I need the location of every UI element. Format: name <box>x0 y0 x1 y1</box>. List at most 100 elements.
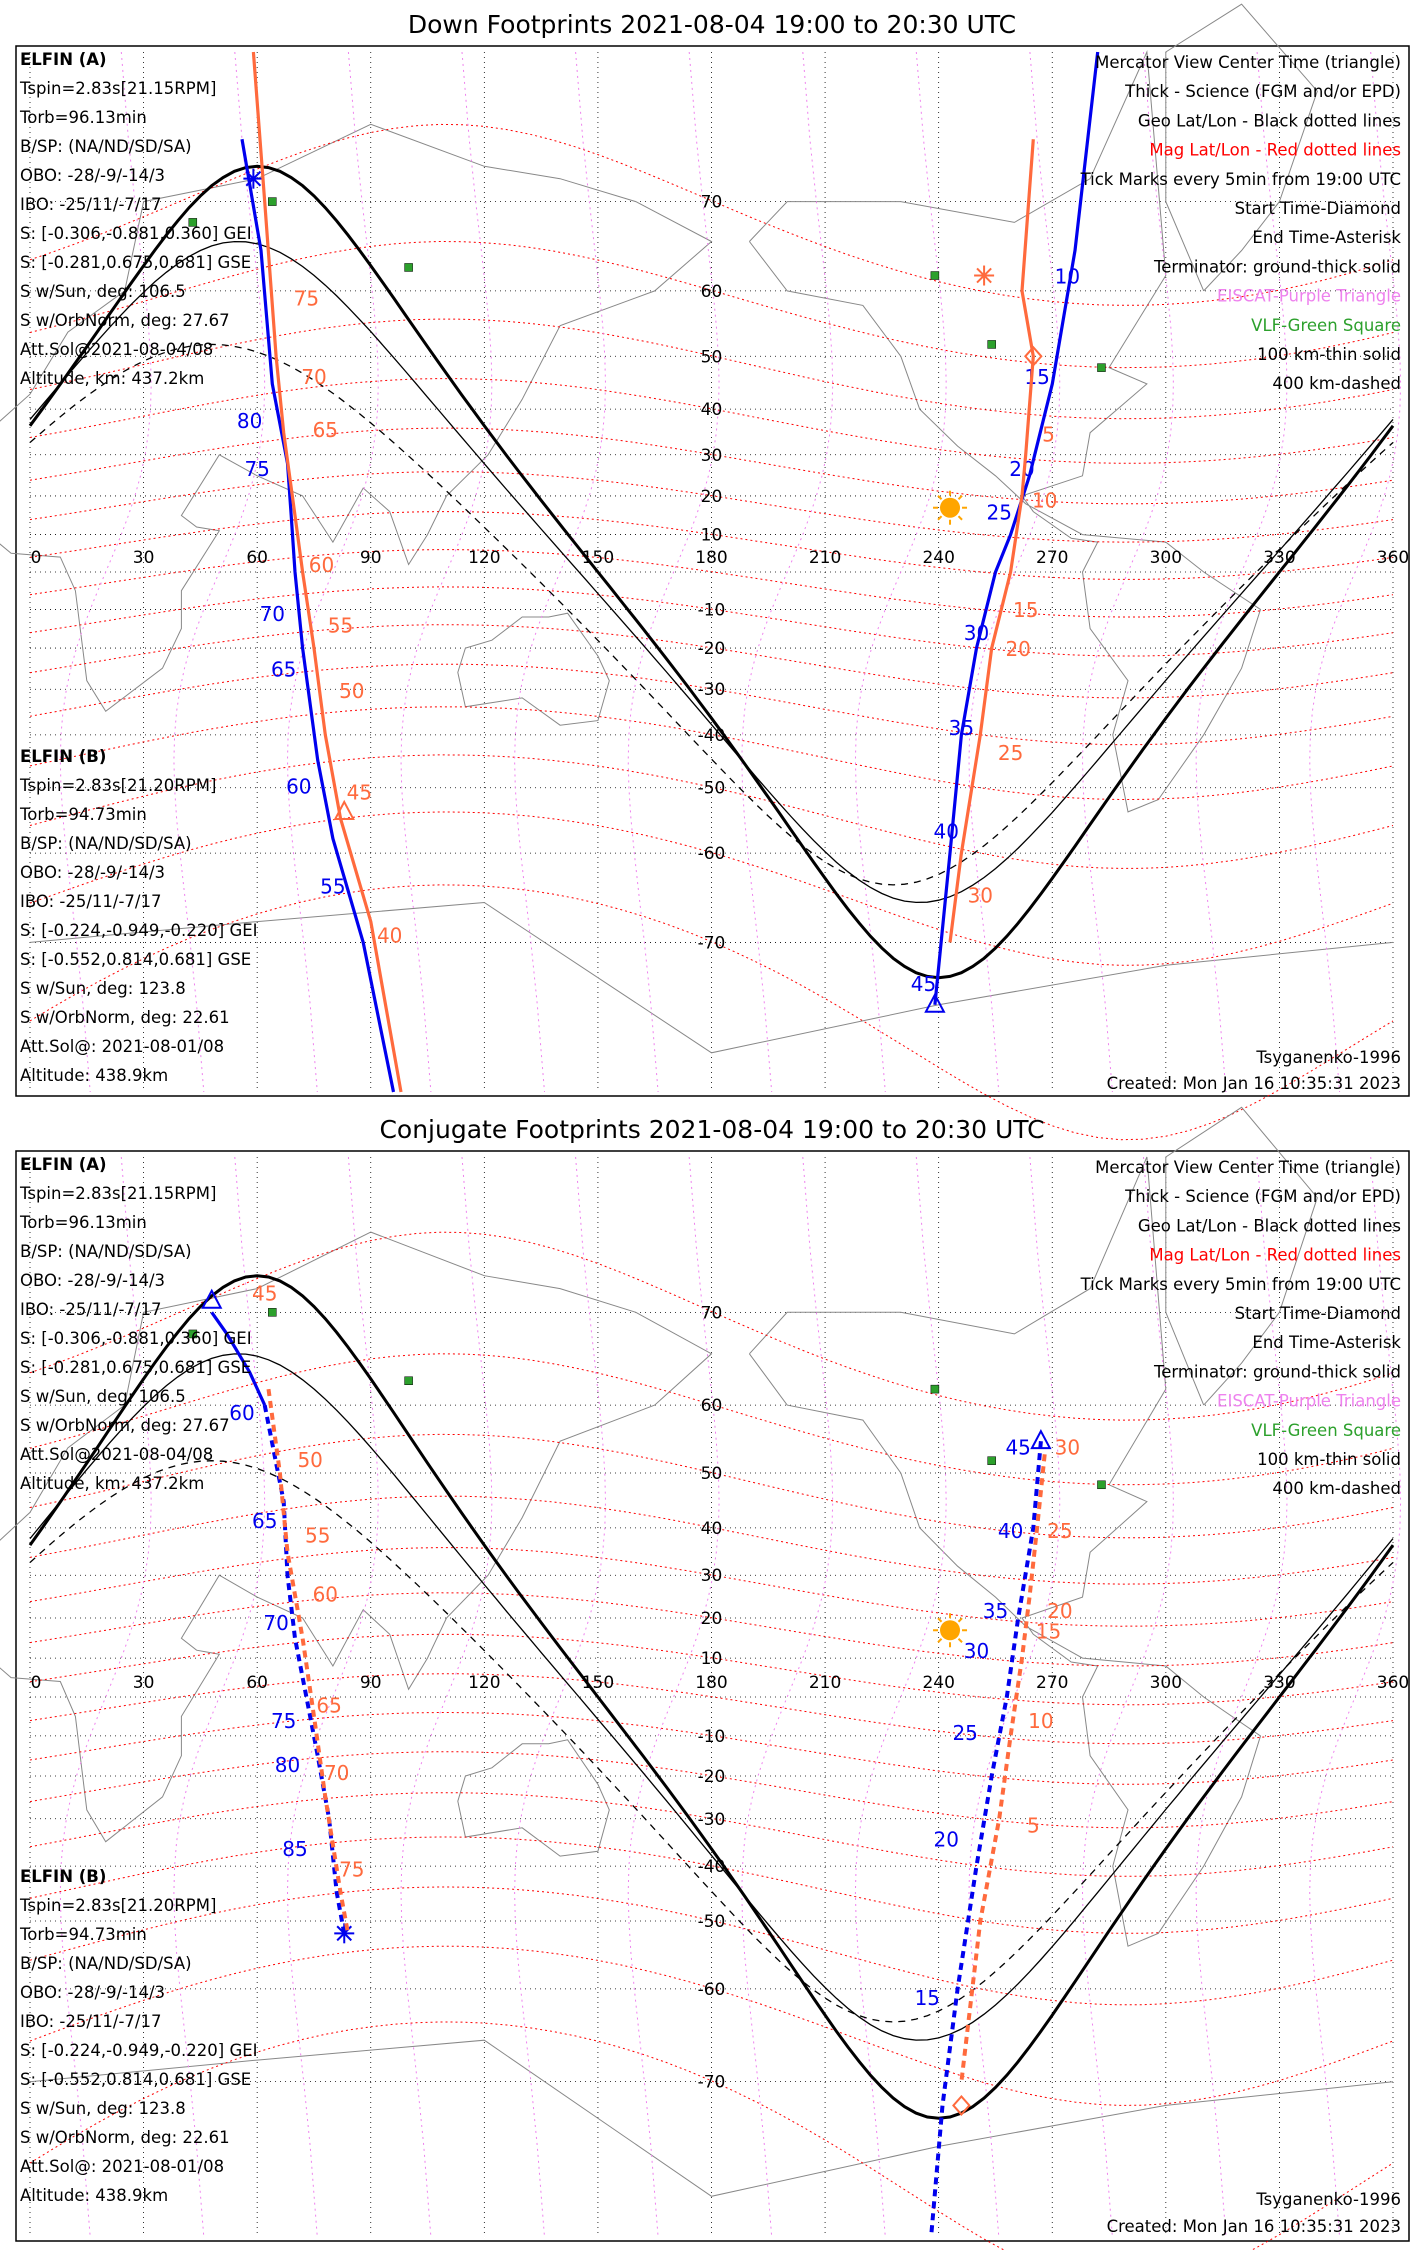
lat-tick-label: -20 <box>698 639 726 659</box>
elfin-a-info-line: Tspin=2.83s[21.15RPM] <box>19 1184 216 1203</box>
mag-latitude-line <box>29 884 1394 1141</box>
coastline <box>29 901 1394 1054</box>
elfin-b-info-line: B/SP: (NA/ND/SD/SA) <box>20 1954 192 1973</box>
legend-entry: End Time-Asterisk <box>1252 1333 1401 1352</box>
legend-entry: EISCAT-Purple Triangle <box>1217 1392 1401 1411</box>
vlf-station-square <box>404 263 413 272</box>
lat-tick-label: -10 <box>698 1727 726 1747</box>
time-tick-label: 30 <box>1055 1435 1080 1459</box>
vlf-station-square <box>930 271 940 280</box>
time-tick-label: 30 <box>964 1639 989 1663</box>
mag-latitude-line <box>29 240 1394 369</box>
lat-tick-label: -40 <box>698 1857 726 1877</box>
vlf-station-square <box>268 197 277 206</box>
elfin-a-label: ELFIN (A) <box>20 50 107 69</box>
model-label: Tsyganenko-1996 <box>1255 2190 1401 2209</box>
elfin-b-info-line: S w/OrbNorm, deg: 22.61 <box>20 1008 230 1027</box>
terminator-100km <box>29 1353 1394 2041</box>
lat-tick-label: -30 <box>698 1810 726 1830</box>
mag-latitude-line <box>29 1231 1394 1421</box>
elfin-a-info-line: Torb=96.13min <box>19 1213 147 1232</box>
lat-tick-label: 40 <box>701 1519 723 1539</box>
center-time-triangle <box>1030 1429 1052 1450</box>
sun-icon <box>940 1620 961 1641</box>
elfin-a-info: ELFIN (A) Tspin=2.83s[21.15RPM] Torb=96.13… <box>19 50 252 388</box>
coastline <box>748 1156 1262 1947</box>
time-tick-label: 30 <box>964 621 989 645</box>
time-tick-label: 40 <box>377 923 402 947</box>
lon-tick-label: 330 <box>1263 1673 1295 1693</box>
lon-tick-label: 270 <box>1036 1673 1068 1693</box>
vlf-station-square <box>404 1376 413 1385</box>
elfin-a-info-line: Att.Sol@2021-08-04/08 <box>20 340 213 359</box>
time-tick-label: 80 <box>237 409 262 433</box>
time-tick-label: 65 <box>252 1509 277 1533</box>
legend: Mercator View Center Time (triangle) Thic… <box>1080 1158 1402 1498</box>
lon-tick-label: 0 <box>31 548 42 568</box>
lon-tick-label: 360 <box>1377 548 1409 568</box>
time-tick-label: 20 <box>934 1827 959 1851</box>
mag-latitude-line <box>29 1547 1394 1627</box>
time-tick-label: 60 <box>313 1582 338 1606</box>
footprint-track <box>266 1388 350 1934</box>
footprint-track <box>959 1454 1047 2082</box>
time-tick-label: 65 <box>316 1693 341 1717</box>
lat-tick-label: 30 <box>701 1566 723 1586</box>
elfin-b-info-line: Altitude: 438.9km <box>20 2186 168 2205</box>
created-timestamp: Created: Mon Jan 16 10:35:31 2023 <box>1107 2217 1401 2236</box>
lat-tick-label: 10 <box>701 526 723 546</box>
time-tick-label: 30 <box>968 884 993 908</box>
lon-tick-label: 210 <box>809 1673 841 1693</box>
time-tick-label: 75 <box>244 457 269 481</box>
elfin-a-info-line: Altitude, km: 437.2km <box>20 1474 204 1493</box>
map-frame <box>15 1150 1410 2242</box>
mag-longitude-line <box>400 1156 493 2238</box>
lon-tick-label: 240 <box>922 548 954 568</box>
footprint-series: 80 75 70 65 60 55 75 70 65 60 55 50 45 40 10 15 20 25 30 35… <box>188 51 1106 1093</box>
legend-entry: Mag Lat/Lon - Red dotted lines <box>1149 1246 1401 1265</box>
time-tick-label: 20 <box>1047 1599 1072 1623</box>
sun-ray <box>957 494 963 500</box>
coastline <box>457 612 610 726</box>
elfin-b-info: ELFIN (B) Tspin=2.83s[21.20RPM] Torb=94.73… <box>19 1867 258 2205</box>
time-tick-label: 45 <box>911 972 936 996</box>
lat-tick-label: 60 <box>701 1396 723 1416</box>
coastline <box>0 123 713 713</box>
footprint-track <box>240 138 396 1093</box>
vlf-station-square <box>987 1456 996 1465</box>
footprint-track <box>933 51 1100 1005</box>
mag-longitude-line <box>741 51 834 1093</box>
lat-tick-label: 30 <box>701 446 723 466</box>
elfin-a-info-line: S w/OrbNorm, deg: 27.67 <box>20 311 230 330</box>
elfin-b-info: ELFIN (B) Tspin=2.83s[21.20RPM] Torb=94.73… <box>19 747 258 1085</box>
lon-tick-label: 150 <box>582 1673 614 1693</box>
time-tick-label: 35 <box>983 1599 1008 1623</box>
lat-tick-label: -70 <box>698 933 726 953</box>
legend-entry: Geo Lat/Lon - Black dotted lines <box>1138 111 1401 130</box>
start-time-diamond <box>952 2094 971 2116</box>
legend-entry: Terminator: ground-thick solid <box>1153 257 1401 276</box>
mag-latitude-line <box>29 549 1394 618</box>
time-tick-label: 10 <box>1055 264 1080 288</box>
elfin-b-info-line: Torb=94.73min <box>19 1925 147 1944</box>
vlf-station-square <box>268 1308 277 1317</box>
time-tick-label: 10 <box>1032 489 1057 513</box>
time-tick-label: 15 <box>915 1986 940 2010</box>
time-tick-label: 60 <box>229 1401 254 1425</box>
mag-latitude-line <box>29 1886 1394 2006</box>
time-tick-label: 50 <box>297 1448 322 1472</box>
footprint-track <box>929 1441 1043 2238</box>
legend-entry: Mag Lat/Lon - Red dotted lines <box>1149 141 1401 160</box>
mag-latitude-line <box>29 1495 1394 1585</box>
mag-latitude-line <box>29 586 1394 657</box>
coastlines <box>0 1106 1394 2197</box>
elfin-b-label: ELFIN (B) <box>20 747 106 766</box>
elfin-b-info-line: Tspin=2.83s[21.20RPM] <box>19 1896 216 1915</box>
center-time-triangle <box>924 992 946 1013</box>
lon-tick-label: 120 <box>468 1673 500 1693</box>
mag-longitude-line <box>59 51 152 1093</box>
elfin-a-info-line: B/SP: (NA/ND/SD/SA) <box>20 137 192 156</box>
elfin-b-info-line: IBO: -25/11/-7/17 <box>20 2012 161 2031</box>
legend-entry: Tick Marks every 5min from 19:00 UTC <box>1080 170 1401 189</box>
coastline <box>0 1231 713 1843</box>
